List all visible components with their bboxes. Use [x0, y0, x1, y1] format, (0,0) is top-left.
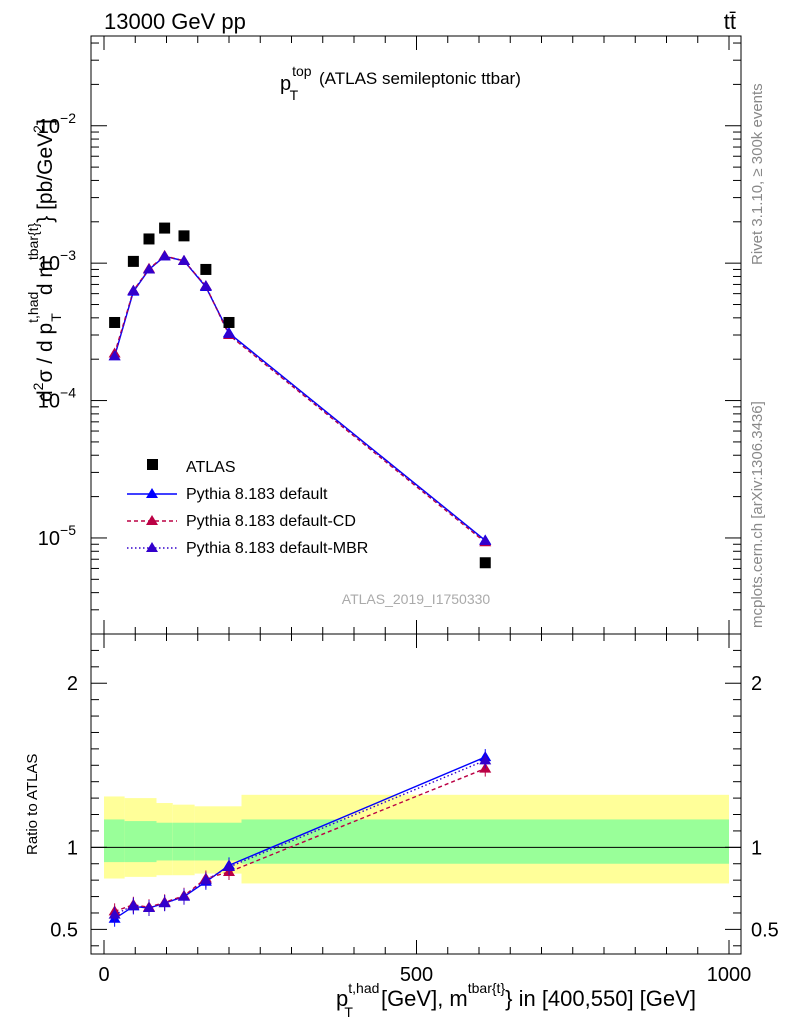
header-energy: 13000 GeV pp	[104, 9, 246, 34]
ratio-point	[223, 861, 235, 872]
ylabel-close: ]	[34, 119, 57, 125]
ratio-band-green	[216, 822, 242, 861]
mc-point	[143, 263, 155, 274]
ratio-axis-ticks: 0 500 1000 0.5 0.5 1 1 2 2	[50, 649, 779, 986]
mc-point	[158, 250, 171, 261]
legend-atlas-label: ATLAS	[186, 459, 236, 476]
main-data-layer	[108, 222, 492, 569]
ratio-y-axis-label: Ratio to ATLAS	[24, 754, 41, 855]
y-tick-label: 10−3	[38, 247, 76, 275]
ratio-point	[479, 754, 492, 765]
ratio-y-tick-label-right: 1	[751, 837, 762, 859]
ratio-band-green	[156, 822, 173, 861]
ratio-y-tick-label-right: 2	[751, 673, 762, 695]
title-p: p	[280, 73, 291, 95]
ratio-point	[178, 890, 190, 901]
legend-mbr-label: Pythia 8.183 default-MBR	[186, 540, 368, 557]
ratio-point	[127, 899, 140, 910]
legend: ATLAS Pythia 8.183 default Pythia 8.183 …	[127, 459, 368, 557]
xlabel-rest: } in [400,550] [GeV]	[505, 986, 696, 1011]
analysis-watermark: ATLAS_2019_I1750330	[342, 591, 491, 607]
y-tick-label: 10−4	[38, 385, 76, 413]
ylabel-dm: d m	[34, 260, 57, 295]
legend-mbr-marker	[146, 542, 158, 552]
title-sub: T	[290, 87, 299, 103]
atlas-point	[223, 316, 235, 328]
ylabel-sup2: tbar{t}	[25, 222, 41, 260]
x-tick-label: 0	[98, 964, 109, 986]
legend-cd-marker	[146, 515, 158, 525]
mcplots-label: mcplots.cern.ch [arXiv:1306.3436]	[749, 401, 766, 628]
x-axis-label: pt,had T [GeV], mtbar{t}} in [400,550] [Ge…	[336, 980, 696, 1020]
ylabel-sigma: σ / d p	[34, 323, 57, 383]
ratio-panel: 0 500 1000 0.5 0.5 1 1 2 2 Ratio to ATLAS	[24, 633, 779, 986]
atlas-point	[178, 230, 190, 242]
ratio-y-tick-label-right: 0.5	[751, 919, 779, 941]
main-panel: 10−5 10−4 10−3 10−2 ptop T (ATLAS semilepton…	[25, 35, 742, 648]
ratio-y-tick-label: 2	[67, 673, 78, 695]
ratio-band-green	[241, 819, 729, 864]
mc-point	[223, 328, 235, 339]
ratio-band-green	[104, 819, 125, 863]
ylabel-sub: T	[48, 313, 64, 322]
x-tick-label: 1000	[707, 964, 752, 986]
xlabel-sup2: tbar{t}	[468, 980, 506, 996]
atlas-point	[127, 255, 139, 267]
ratio-band-green	[124, 821, 157, 863]
x-tick-label: 500	[400, 964, 433, 986]
xlabel-mid: [GeV], m	[381, 986, 468, 1011]
title-rest: (ATLAS semileptonic ttbar)	[319, 69, 521, 88]
title-sup: top	[292, 63, 312, 79]
atlas-point	[143, 233, 155, 245]
xlabel-sup: t,had	[348, 980, 379, 996]
header-process: tt̄	[724, 9, 736, 34]
ylabel-sq: 2	[30, 125, 46, 133]
legend-default-marker	[146, 488, 158, 498]
atlas-point	[159, 222, 171, 234]
ylabel-rest: } [pb/GeV	[34, 133, 57, 223]
xlabel-p: p	[336, 986, 348, 1011]
legend-default-label: Pythia 8.183 default	[186, 486, 328, 503]
atlas-point	[479, 557, 491, 569]
ylabel-sup: t,had	[25, 292, 41, 323]
ratio-point	[143, 902, 155, 913]
ratio-data-layer	[108, 749, 492, 927]
mc-point	[178, 254, 190, 265]
mc-point	[127, 284, 140, 295]
atlas-point	[200, 263, 212, 275]
ratio-band-green	[172, 822, 195, 861]
legend-cd-label: Pythia 8.183 default-CD	[186, 513, 356, 530]
legend-atlas-marker	[147, 459, 158, 470]
y-tick-label: 10−2	[38, 110, 76, 138]
ratio-y-tick-label: 1	[67, 837, 78, 859]
plot-title: ptop T	[280, 63, 312, 103]
ratio-uncertainty-bands	[91, 794, 741, 884]
ratio-point	[108, 908, 121, 919]
ratio-point	[199, 874, 212, 885]
ratio-band-green	[194, 822, 217, 861]
ratio-y-tick-label: 0.5	[50, 919, 78, 941]
ratio-frame	[90, 633, 742, 955]
rivet-label: Rivet 3.1.10, ≥ 300k events	[749, 83, 766, 265]
main-axis-ticks: 10−5 10−4 10−3 10−2	[38, 36, 741, 648]
xlabel-sub: T	[344, 1004, 353, 1020]
atlas-point	[109, 316, 121, 328]
ylabel-d: d	[34, 390, 57, 402]
ratio-point	[158, 897, 171, 908]
y-tick-label: 10−5	[38, 522, 76, 550]
main-y-axis-label: d2σ / d pt,had Td mtbar{t}} [pb/GeV2]	[25, 119, 64, 402]
ylabel-two: 2	[30, 382, 46, 390]
mc-point	[479, 535, 492, 546]
mc-point	[199, 280, 212, 291]
mc-point	[108, 350, 121, 361]
